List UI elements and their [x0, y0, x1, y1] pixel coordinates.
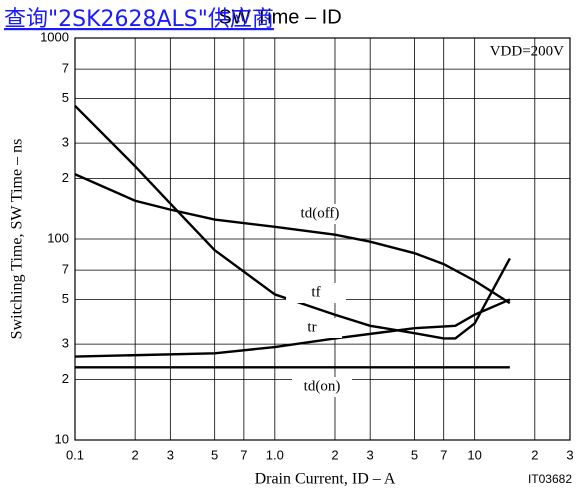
series-label: tr [307, 319, 316, 335]
watermark-link[interactable]: 查询"2SK2628ALS"供应商 [4, 7, 274, 32]
annotation: VDD=200V [490, 43, 564, 59]
x-tick-label: 1.0 [266, 447, 284, 462]
x-tick-label: 10 [467, 447, 481, 462]
x-tick-label: 3 [566, 447, 573, 462]
y-tick-label: 10 [55, 431, 69, 446]
x-axis-label: Drain Current, ID – A [255, 471, 396, 488]
series-label: td(on) [304, 378, 341, 394]
label-bg [286, 283, 346, 303]
y-tick-label: 7 [62, 61, 69, 76]
x-tick-label: 2 [132, 447, 139, 462]
x-tick-label: 3 [167, 447, 174, 462]
y-tick-label: 5 [62, 90, 69, 105]
plot-frame [74, 37, 571, 441]
label-bg [292, 377, 352, 397]
y-axis-label: Switching Time, SW Time – ns [9, 139, 26, 340]
y-tick-label: 2 [62, 371, 69, 386]
series-label: td(off) [301, 205, 340, 221]
chart-title: SW Time – ID [218, 6, 341, 28]
series-label: tf [311, 284, 320, 300]
series-line [74, 173, 511, 305]
y-tick-label: 1000 [40, 29, 69, 44]
x-tick-label: 2 [531, 447, 538, 462]
label-bg [290, 204, 350, 224]
x-tick-label: 2 [331, 447, 338, 462]
x-tick-label: 7 [440, 447, 447, 462]
label-bg [282, 318, 342, 338]
x-tick-label: 5 [211, 447, 218, 462]
x-tick-label: 3 [367, 447, 374, 462]
y-tick-label: 7 [62, 262, 69, 277]
figure-id: IT03682 [528, 472, 572, 486]
y-tick-label: 100 [47, 230, 69, 245]
x-tick-label: 0.1 [66, 447, 84, 462]
y-tick-label: 5 [62, 291, 69, 306]
series-line [74, 104, 511, 340]
x-tick-label: 7 [240, 447, 247, 462]
y-tick-label: 3 [62, 336, 69, 351]
x-tick-label: 5 [411, 447, 418, 462]
series-line [74, 298, 511, 358]
y-tick-label: 3 [62, 135, 69, 150]
y-tick-label: 2 [62, 170, 69, 185]
